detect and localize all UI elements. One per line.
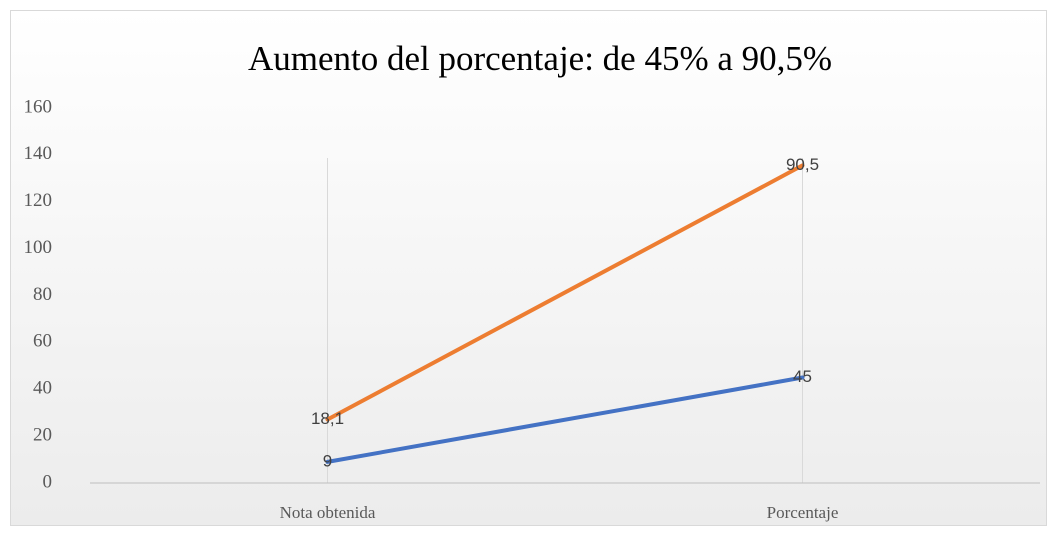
data-label: 18,1 [311,409,344,428]
x-tick-label: Porcentaje [767,503,839,522]
y-tick-label: 20 [33,424,52,445]
series-line [325,163,805,422]
chart-frame [10,10,1047,526]
y-tick-label: 60 [33,331,52,352]
y-tick-label: 120 [24,190,53,211]
y-tick-label: 140 [24,143,53,164]
chart-title: Aumento del porcentaje: de 45% a 90,5% [248,39,832,78]
data-label: 9 [323,451,332,470]
y-tick-label: 0 [43,471,53,492]
series-line [325,375,805,464]
y-tick-label: 100 [24,237,53,258]
x-tick-label: Nota obtenida [280,503,376,522]
data-label: 45 [793,367,812,386]
y-tick-label: 160 [24,96,53,117]
data-label: 90,5 [786,155,819,174]
y-tick-label: 80 [33,284,52,305]
y-tick-label: 40 [33,378,52,399]
